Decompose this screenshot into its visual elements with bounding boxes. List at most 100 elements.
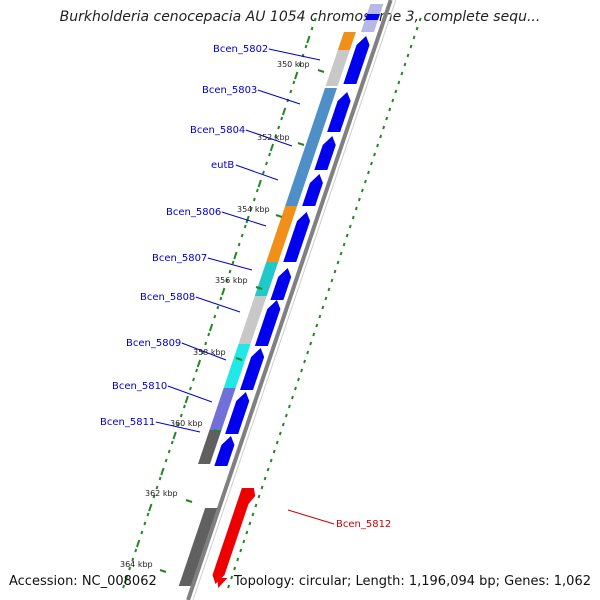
gc-skew-tick — [152, 494, 156, 499]
gc-skew-tick — [134, 548, 138, 553]
cog-block-bcen_5809[interactable] — [223, 344, 251, 388]
gc-skew-tick — [265, 161, 268, 166]
kbp-tick — [213, 429, 221, 433]
leader-line — [167, 385, 213, 403]
gc-skew-tick — [249, 206, 253, 211]
gc-track-tick — [379, 134, 383, 139]
gc-track-tick — [415, 26, 419, 31]
gene-label-bcen_5802[interactable]: Bcen_5802 — [213, 44, 268, 55]
gc-skew-tick — [196, 359, 202, 368]
gene-arrow-bcen_5806[interactable] — [283, 212, 311, 262]
gc-track-tick — [345, 233, 349, 238]
gene-arrow-bcen_5811[interactable] — [214, 436, 235, 466]
gc-track-tick — [272, 449, 276, 454]
gc-track-tick — [324, 296, 328, 301]
gene-label-bcen_5803[interactable]: Bcen_5803 — [202, 85, 257, 96]
gene-label-bcen_5812[interactable]: Bcen_5812 — [336, 519, 391, 530]
leader-line — [221, 211, 267, 227]
gc-skew-tick — [128, 566, 132, 571]
cog-block-eutb[interactable] — [285, 172, 309, 206]
gc-skew-tick — [160, 467, 165, 476]
cog-block-bcen_5811[interactable] — [197, 430, 222, 464]
gene-arrow-bcen_5812[interactable] — [212, 504, 249, 584]
cog-block-bcen_5806[interactable] — [266, 206, 298, 262]
gene-arrow-bcen_5812-tail[interactable] — [217, 578, 228, 588]
gc-skew-tick — [292, 80, 296, 85]
gc-skew-tick — [122, 584, 126, 589]
gc-track-tick — [233, 566, 237, 571]
accession-text: Accession: NC_008062 — [9, 574, 157, 589]
gc-track-tick — [400, 71, 404, 76]
gc-skew-tick — [252, 197, 256, 202]
gc-track-tick — [278, 431, 282, 436]
leader-line — [235, 164, 279, 181]
gc-skew-tick — [140, 530, 144, 535]
gene-arrow-bcen_5804[interactable] — [314, 136, 336, 170]
gene-arrow-bcen_5809[interactable] — [239, 348, 265, 390]
gc-skew-tick — [146, 512, 150, 517]
gc-skew-tick — [148, 503, 153, 512]
gene-label-bcen_5807[interactable]: Bcen_5807 — [152, 253, 207, 264]
gc-track-tick — [303, 359, 307, 364]
cog-block-bcen_5803[interactable] — [309, 88, 338, 134]
cog-block-bcen_5810[interactable] — [209, 388, 236, 430]
gc-skew-tick — [268, 152, 271, 157]
gc-skew-tick — [310, 26, 314, 31]
kbp-label: 360 kbp — [170, 419, 203, 428]
gc-skew-tick — [219, 296, 223, 301]
gc-track-tick — [236, 557, 240, 562]
gene-arrow-partial-tip[interactable] — [364, 14, 380, 20]
gene-label-bcen_5809[interactable]: Bcen_5809 — [126, 338, 181, 349]
gene-label-bcen_5804[interactable]: Bcen_5804 — [190, 125, 245, 136]
gene-arrow-bcen_5810[interactable] — [225, 392, 250, 434]
gc-track-tick — [403, 62, 407, 67]
kbp-tick — [235, 357, 243, 361]
kbp-tick — [317, 69, 325, 73]
gene-label-bcen_5810[interactable]: Bcen_5810 — [112, 381, 167, 392]
gc-track-tick — [397, 80, 401, 85]
gc-skew-tick — [184, 395, 189, 404]
gc-track-tick — [239, 548, 243, 553]
gc-track-tick — [370, 161, 373, 166]
gc-skew-tick — [221, 287, 226, 296]
leader-line-reverse — [287, 509, 335, 525]
gc-skew-tick — [136, 539, 141, 548]
gc-track-tick — [321, 305, 325, 310]
gene-arrow-bcen_5807[interactable] — [270, 268, 292, 300]
gc-track-tick — [297, 377, 300, 382]
gc-track-tick — [409, 44, 413, 49]
gc-track-tick — [309, 341, 313, 346]
gene-label-bcen_5811[interactable]: Bcen_5811 — [100, 417, 155, 428]
gc-track-tick — [330, 278, 334, 283]
gc-skew-tick — [164, 458, 168, 463]
gene-arrow-eutb[interactable] — [302, 174, 323, 206]
cog-block-partial[interactable] — [337, 32, 356, 50]
gene-label-bcen_5806[interactable]: Bcen_5806 — [166, 207, 221, 218]
kbp-tick — [185, 499, 193, 503]
cog-block-bcen_5812[interactable] — [178, 508, 218, 586]
gene-arrow-bcen_5812-small[interactable] — [236, 488, 256, 504]
gene-label-eutb[interactable]: eutB — [211, 160, 234, 171]
gc-track-tick — [348, 224, 352, 229]
leader-line — [245, 129, 293, 147]
gc-skew-tick — [233, 251, 238, 260]
backbone-line — [186, 0, 393, 600]
gc-skew-tick — [257, 179, 262, 188]
kbp-tick — [255, 286, 263, 290]
gene-arrow-bcen_5803[interactable] — [327, 92, 351, 132]
gc-track-tick — [254, 503, 258, 508]
gc-track-tick — [351, 215, 355, 220]
cog-block-bcen_5808[interactable] — [238, 296, 267, 344]
cog-block-bcen_5802[interactable] — [325, 50, 350, 86]
cog-block-bcen_5804[interactable] — [296, 134, 322, 172]
gc-skew-tick — [289, 89, 293, 94]
gc-skew-tick — [269, 143, 275, 152]
gc-skew-tick — [245, 215, 250, 224]
gc-track-tick — [242, 539, 246, 544]
gc-track-tick — [406, 53, 410, 58]
gene-arrow-bcen_5808[interactable] — [254, 300, 281, 346]
gc-skew-tick — [204, 341, 208, 346]
gene-arrow-bcen_5802[interactable] — [343, 36, 370, 84]
gene-label-bcen_5808[interactable]: Bcen_5808 — [140, 292, 195, 303]
